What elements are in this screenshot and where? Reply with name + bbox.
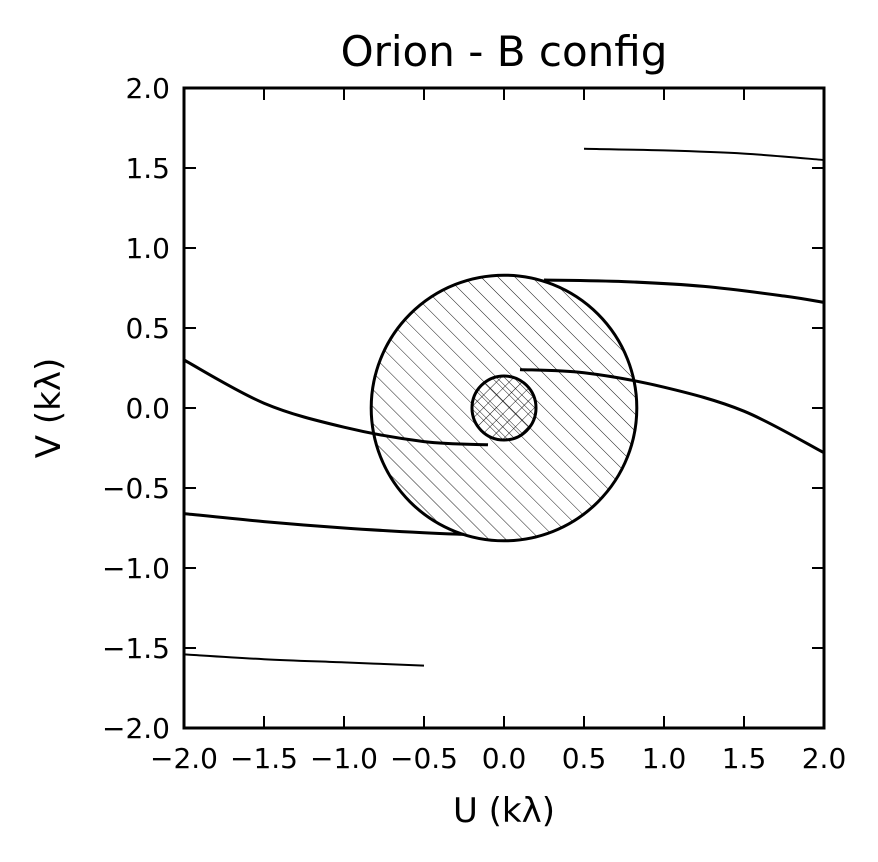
x-tick-label: 2.0 <box>802 742 847 775</box>
x-tick-label: 0.0 <box>482 742 527 775</box>
x-tick-label: −1.0 <box>310 742 378 775</box>
uv-track-6 <box>184 653 425 667</box>
y-tick-label: 1.0 <box>125 232 170 265</box>
y-tick-label: −0.5 <box>102 472 170 505</box>
x-tick-label: −0.5 <box>390 742 458 775</box>
y-tick-label: −2.0 <box>102 712 170 745</box>
plot-frame <box>182 86 826 730</box>
x-tick-label: 1.0 <box>642 742 687 775</box>
y-tick-label: 1.5 <box>125 152 170 185</box>
uv-track-3 <box>543 278 824 304</box>
ticks: −2.0 −1.5 −1.0 −0.5 0.0 0.5 1.0 1.5 2.0 2.0 1.5 1.0… <box>102 72 846 775</box>
chart-title: Orion - B config <box>341 27 668 76</box>
uv-track-5 <box>583 147 824 161</box>
x-tick-label: −1.5 <box>230 742 298 775</box>
uv-track-4 <box>184 512 465 536</box>
x-axis-label: U (kλ) <box>453 791 555 831</box>
y-tick-label: 0.5 <box>125 312 170 345</box>
plot-area <box>184 147 824 667</box>
y-axis-label: V (kλ) <box>29 358 69 458</box>
inner-circle <box>470 374 538 442</box>
y-tick-label: 2.0 <box>125 72 170 105</box>
y-tick-label: 0.0 <box>125 392 170 425</box>
y-tick-label: −1.5 <box>102 632 170 665</box>
x-tick-label: −2.0 <box>150 742 218 775</box>
y-tick-label: −1.0 <box>102 552 170 585</box>
x-tick-label: 1.5 <box>722 742 767 775</box>
x-tick-label: 0.5 <box>562 742 607 775</box>
